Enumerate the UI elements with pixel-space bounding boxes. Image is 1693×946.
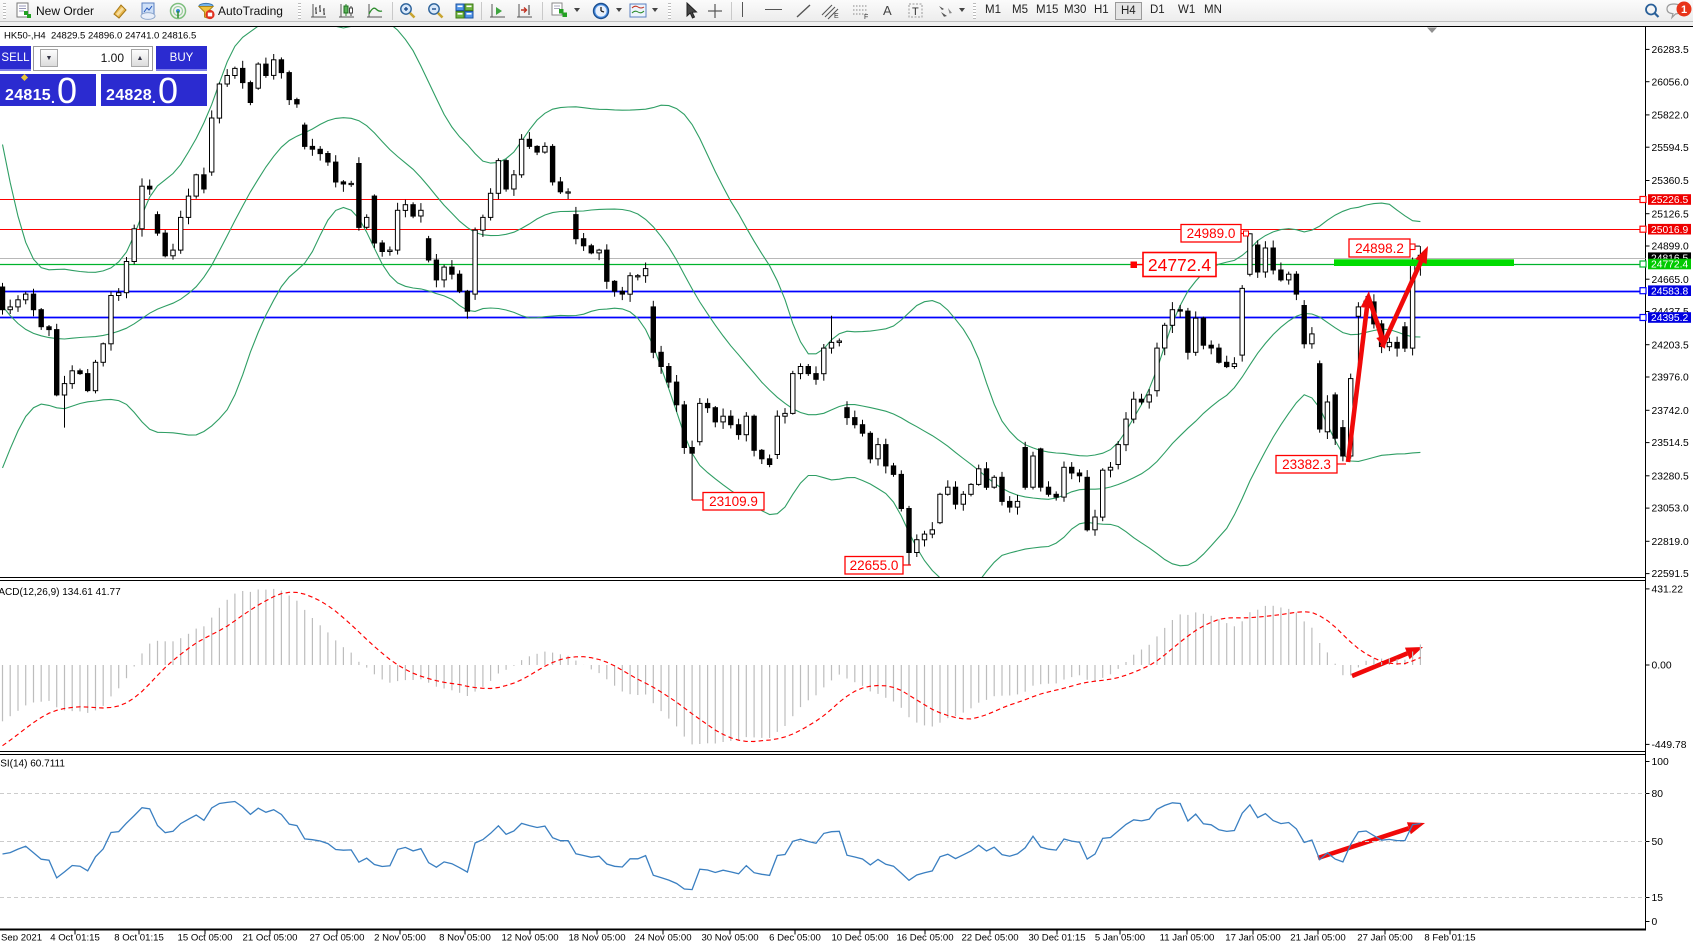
svg-text:25594.5: 25594.5 bbox=[1652, 143, 1689, 154]
svg-text:27 Oct 05:00: 27 Oct 05:00 bbox=[310, 933, 365, 942]
svg-text:25016.9: 25016.9 bbox=[1651, 225, 1688, 236]
svg-text:15 Oct 05:00: 15 Oct 05:00 bbox=[178, 933, 233, 942]
svg-text:27 Jan 05:00: 27 Jan 05:00 bbox=[1357, 933, 1412, 942]
svg-text:16 Dec 05:00: 16 Dec 05:00 bbox=[896, 933, 953, 942]
svg-text:25226.5: 25226.5 bbox=[1651, 195, 1688, 206]
svg-text:26056.0: 26056.0 bbox=[1652, 77, 1689, 88]
svg-text:8 Feb 01:15: 8 Feb 01:15 bbox=[1424, 933, 1475, 942]
svg-text:23280.5: 23280.5 bbox=[1652, 471, 1689, 482]
svg-text:17 Jan 05:00: 17 Jan 05:00 bbox=[1225, 933, 1280, 942]
svg-text:8 Oct 01:15: 8 Oct 01:15 bbox=[114, 933, 164, 942]
svg-text:24665.0: 24665.0 bbox=[1652, 275, 1689, 286]
svg-text:23382.3: 23382.3 bbox=[1282, 457, 1331, 472]
svg-text:50: 50 bbox=[1652, 837, 1664, 848]
svg-text:8 Nov 05:00: 8 Nov 05:00 bbox=[439, 933, 491, 942]
svg-text:23976.0: 23976.0 bbox=[1652, 373, 1689, 384]
svg-text:T: T bbox=[912, 6, 919, 18]
svg-text:1: 1 bbox=[1681, 4, 1687, 16]
svg-text:24898.2: 24898.2 bbox=[1355, 241, 1404, 256]
svg-text:24772.4: 24772.4 bbox=[1651, 260, 1688, 271]
svg-text:25360.5: 25360.5 bbox=[1652, 176, 1689, 187]
svg-text:100: 100 bbox=[1652, 757, 1669, 768]
svg-text:-449.78: -449.78 bbox=[1652, 740, 1687, 751]
svg-text:22 Dec 05:00: 22 Dec 05:00 bbox=[961, 933, 1018, 942]
svg-text:22655.0: 22655.0 bbox=[850, 558, 899, 573]
svg-text:30 Nov 05:00: 30 Nov 05:00 bbox=[701, 933, 758, 942]
svg-text:5 Jan 05:00: 5 Jan 05:00 bbox=[1095, 933, 1145, 942]
svg-text:10 Dec 05:00: 10 Dec 05:00 bbox=[831, 933, 888, 942]
svg-text:6 Dec 05:00: 6 Dec 05:00 bbox=[769, 933, 821, 942]
svg-text:23053.0: 23053.0 bbox=[1652, 504, 1689, 515]
svg-text:4 Oct 01:15: 4 Oct 01:15 bbox=[50, 933, 100, 942]
svg-text:26283.5: 26283.5 bbox=[1652, 45, 1689, 56]
svg-text:RSI(14) 60.7111: RSI(14) 60.7111 bbox=[0, 759, 65, 770]
svg-text:24772.4: 24772.4 bbox=[1148, 255, 1212, 275]
svg-text:24899.0: 24899.0 bbox=[1652, 242, 1689, 253]
svg-text:HK50-,H4 24829.5 24896.0 2474: HK50-,H4 24829.5 24896.0 24741.0 24816.5 bbox=[4, 30, 196, 41]
svg-text:18 Nov 05:00: 18 Nov 05:00 bbox=[568, 933, 625, 942]
svg-text:25822.0: 25822.0 bbox=[1652, 111, 1689, 122]
svg-text:22591.5: 22591.5 bbox=[1652, 569, 1689, 580]
svg-text:21 Jan 05:00: 21 Jan 05:00 bbox=[1290, 933, 1345, 942]
svg-text:23109.9: 23109.9 bbox=[709, 494, 758, 509]
svg-text:MACD(12,26,9) 134.61 41.77: MACD(12,26,9) 134.61 41.77 bbox=[0, 587, 121, 598]
svg-text:F: F bbox=[864, 14, 868, 20]
svg-text:11 Jan 05:00: 11 Jan 05:00 bbox=[1160, 933, 1215, 942]
svg-text:25126.5: 25126.5 bbox=[1652, 209, 1689, 220]
svg-text:24395.2: 24395.2 bbox=[1651, 313, 1688, 324]
svg-text:Sep 2021: Sep 2021 bbox=[1, 933, 42, 942]
svg-text:24 Nov 05:00: 24 Nov 05:00 bbox=[634, 933, 691, 942]
svg-text:30 Dec 01:15: 30 Dec 01:15 bbox=[1028, 933, 1085, 942]
svg-text:21 Oct 05:00: 21 Oct 05:00 bbox=[243, 933, 298, 942]
svg-text:23742.0: 23742.0 bbox=[1652, 406, 1689, 417]
svg-text:431.22: 431.22 bbox=[1652, 585, 1684, 596]
svg-text:E: E bbox=[834, 13, 839, 20]
svg-text:80: 80 bbox=[1652, 789, 1664, 800]
svg-text:0: 0 bbox=[1652, 917, 1658, 928]
svg-text:22819.0: 22819.0 bbox=[1652, 537, 1689, 548]
svg-text:24583.8: 24583.8 bbox=[1651, 286, 1688, 297]
svg-text:0.00: 0.00 bbox=[1652, 661, 1672, 672]
svg-text:24203.5: 24203.5 bbox=[1652, 340, 1689, 351]
svg-text:2 Nov 05:00: 2 Nov 05:00 bbox=[374, 933, 426, 942]
svg-text:12 Nov 05:00: 12 Nov 05:00 bbox=[501, 933, 558, 942]
svg-text:15: 15 bbox=[1652, 893, 1664, 904]
svg-text:24989.0: 24989.0 bbox=[1187, 226, 1236, 241]
svg-text:23514.5: 23514.5 bbox=[1652, 438, 1689, 449]
